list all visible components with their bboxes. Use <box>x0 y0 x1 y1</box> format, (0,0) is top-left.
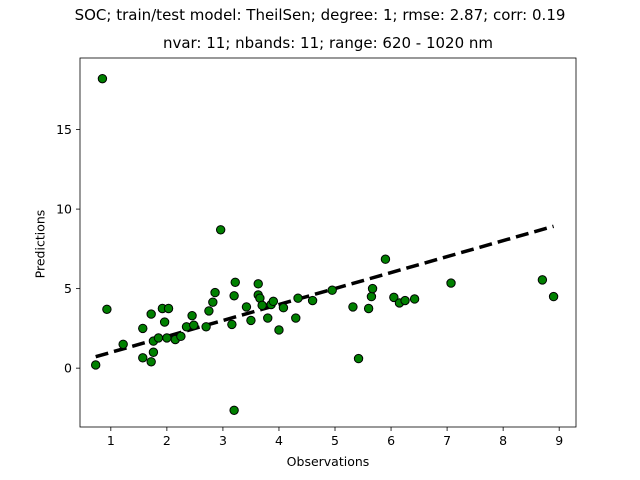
x-tick-label: 9 <box>555 433 563 448</box>
data-point <box>367 283 378 294</box>
data-point <box>208 297 218 307</box>
data-point <box>146 309 156 319</box>
data-point <box>278 303 289 313</box>
data-point <box>153 333 164 343</box>
chart-title: SOC; train/test model: TheilSen; degree:… <box>74 6 566 24</box>
data-point <box>353 353 364 364</box>
x-tick-label: 6 <box>387 433 395 448</box>
x-axis-label: Observations <box>286 454 370 469</box>
data-point <box>446 278 456 288</box>
data-point <box>257 300 267 311</box>
x-tick-label: 1 <box>107 433 115 448</box>
data-point <box>227 319 237 330</box>
data-point <box>159 317 170 327</box>
data-point <box>537 275 548 285</box>
y-tick-label: 10 <box>56 202 72 217</box>
data-point <box>291 313 301 323</box>
x-tick-label: 8 <box>499 433 507 448</box>
fit-line <box>95 224 555 359</box>
data-point <box>230 277 240 287</box>
data-point <box>146 357 156 367</box>
x-tick-label: 3 <box>219 433 227 448</box>
data-point <box>215 225 226 235</box>
data-point <box>90 360 101 370</box>
data-point <box>148 347 159 357</box>
data-point <box>327 285 337 295</box>
data-point <box>241 302 252 312</box>
y-tick-label: 0 <box>64 361 72 376</box>
data-point <box>97 73 108 84</box>
y-tick-label: 5 <box>64 281 72 296</box>
data-point <box>253 279 263 289</box>
y-axis-label: Predictions <box>32 209 48 279</box>
chart-subtitle: nvar: 11; nbands: 11; range: 620 - 1020 … <box>162 34 494 52</box>
data-point <box>548 291 559 302</box>
data-point <box>187 310 197 321</box>
data-point <box>162 333 172 343</box>
data-point <box>118 339 128 349</box>
data-point <box>246 315 256 326</box>
data-point <box>201 322 211 332</box>
data-point <box>268 296 279 307</box>
x-tick-label: 5 <box>331 433 339 448</box>
data-point <box>102 304 112 315</box>
data-point <box>189 320 199 330</box>
data-point <box>229 291 239 301</box>
data-point <box>204 306 214 316</box>
data-point <box>380 254 391 264</box>
data-point <box>363 303 374 314</box>
x-tick-label: 7 <box>443 433 451 448</box>
data-point <box>389 292 399 303</box>
data-point <box>138 353 148 363</box>
data-point <box>348 302 358 312</box>
data-point <box>274 325 284 335</box>
data-point <box>263 313 273 323</box>
data-point <box>366 291 377 302</box>
data-point <box>163 303 174 314</box>
data-point <box>176 331 186 342</box>
x-tick-label: 2 <box>163 433 171 448</box>
data-point <box>210 287 220 298</box>
data-point <box>293 293 303 303</box>
x-tick-label: 4 <box>275 433 283 448</box>
data-point <box>307 295 318 306</box>
data-point <box>409 294 420 304</box>
axes-frame <box>79 57 577 428</box>
data-point <box>138 323 148 334</box>
data-point <box>229 405 239 415</box>
data-point <box>400 295 410 306</box>
y-tick-label: 15 <box>56 122 72 137</box>
